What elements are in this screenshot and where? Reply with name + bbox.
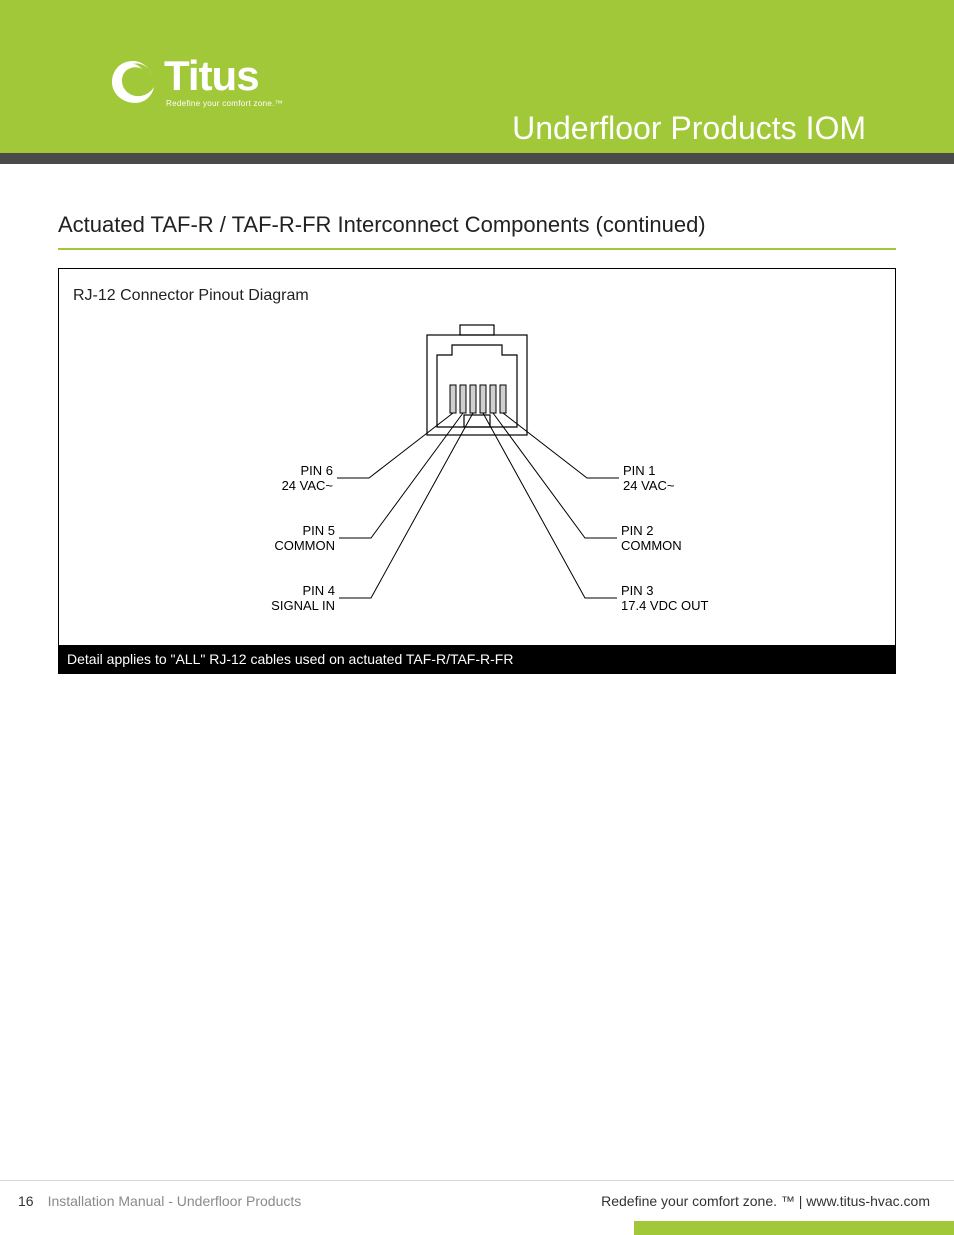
diagram-container: RJ-12 Connector Pinout Diagram <box>58 268 896 674</box>
footer-doc-title: Installation Manual - Underfloor Product… <box>48 1193 302 1209</box>
swirl-icon <box>108 57 158 107</box>
pin4-l1: PIN 4 <box>302 583 335 598</box>
page-content: Actuated TAF-R / TAF-R-FR Interconnect C… <box>0 164 954 674</box>
page-header: Titus Redefine your comfort zone.™ Under… <box>0 0 954 153</box>
diagram-title: RJ-12 Connector Pinout Diagram <box>73 287 881 305</box>
pin1-l1: PIN 1 <box>623 463 656 478</box>
pin5-l2: COMMON <box>274 538 335 553</box>
logo-tagline: Redefine your comfort zone.™ <box>166 99 283 108</box>
pin6-l2: 24 VAC~ <box>282 478 334 493</box>
logo-title: Titus <box>164 55 283 97</box>
section-title: Actuated TAF-R / TAF-R-FR Interconnect C… <box>58 212 896 250</box>
rj12-pinout-diagram: PIN 1 24 VAC~ PIN 2 COMMON PIN 3 17.4 VD… <box>167 315 787 635</box>
brand-logo: Titus Redefine your comfort zone.™ <box>108 55 283 108</box>
pin3-l2: 17.4 VDC OUT <box>621 598 708 613</box>
diagram-caption: Detail applies to "ALL" RJ-12 cables use… <box>59 645 895 673</box>
pin3-l1: PIN 3 <box>621 583 654 598</box>
page-number: 16 <box>18 1193 34 1209</box>
pin2-l2: COMMON <box>621 538 682 553</box>
pin1-l2: 24 VAC~ <box>623 478 675 493</box>
pin2-l1: PIN 2 <box>621 523 654 538</box>
pin4-l2: SIGNAL IN <box>271 598 335 613</box>
pin5-l1: PIN 5 <box>302 523 335 538</box>
pin6-l1: PIN 6 <box>300 463 333 478</box>
footer-accent-bar <box>634 1221 954 1235</box>
page-footer: 16 Installation Manual - Underfloor Prod… <box>0 1180 954 1209</box>
header-divider <box>0 153 954 164</box>
header-subtitle: Underfloor Products IOM <box>512 110 866 147</box>
footer-right: Redefine your comfort zone. ™ | www.titu… <box>601 1193 930 1209</box>
